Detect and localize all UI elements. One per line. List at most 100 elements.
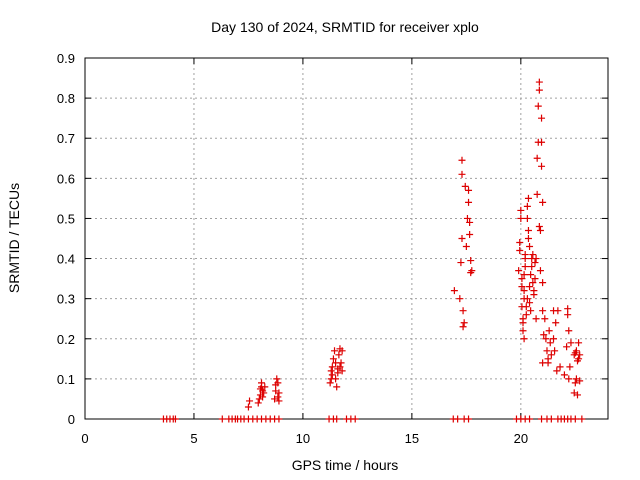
data-point [538,138,546,146]
y-tick-label: 0.5 [57,211,75,226]
data-point [524,194,532,202]
data-point [517,206,525,214]
data-point [539,279,547,287]
x-tick-label: 20 [514,431,528,446]
data-point [457,259,465,267]
data-point [527,271,535,279]
y-tick-label: 0 [68,412,75,427]
data-point [516,239,524,247]
data-point [526,415,534,423]
data-point [547,415,555,423]
data-point [520,335,528,343]
data-point [567,339,575,347]
data-point [528,263,536,271]
data-point [351,415,359,423]
x-tick-label: 0 [81,431,88,446]
data-point [518,275,526,283]
data-point [520,271,528,279]
data-point [461,182,469,190]
data-point [542,335,550,343]
y-tick-label: 0.4 [57,252,75,267]
data-point [458,235,466,242]
data-point [544,359,552,367]
data-point [332,375,340,383]
data-point [572,347,580,355]
data-point [529,251,537,259]
data-point [333,415,341,423]
data-point [335,351,343,359]
data-point [329,355,337,363]
y-tick-label: 0.2 [57,332,75,347]
y-tick-label: 0.7 [57,131,75,146]
data-point [518,283,526,291]
data-point [328,371,336,379]
data-point [546,339,554,347]
data-point [218,415,226,423]
data-point [529,279,537,287]
data-point [522,303,530,311]
y-tick-label: 0.3 [57,292,75,307]
data-point [547,351,555,359]
data-point [450,287,458,295]
data-point [556,363,564,371]
y-tick-label: 0.6 [57,171,75,186]
data-point [337,359,345,367]
data-point [515,267,523,275]
data-point [539,307,547,315]
data-point [535,86,543,94]
y-tick-label: 0.1 [57,372,75,387]
data-point [463,214,471,222]
data-point [550,335,558,343]
x-tick-label: 5 [190,431,197,446]
data-point [524,226,532,234]
data-point [244,403,252,411]
data-point [524,235,532,242]
data-point [254,399,262,407]
data-point [573,391,581,399]
data-point [531,259,539,267]
data-point [526,283,534,291]
data-point [456,295,464,303]
data-point [564,311,572,319]
data-point [553,367,561,375]
data-point [327,367,335,375]
x-tick-label: 15 [405,431,419,446]
data-point [338,347,346,355]
data-point [467,257,475,265]
data-point [545,327,553,335]
data-point [458,156,466,164]
data-point [338,367,346,375]
data-point [532,255,540,263]
data-point [538,162,546,170]
data-point [534,102,542,110]
data-point [523,295,531,303]
data-point [554,307,562,315]
data-point [458,170,466,178]
data-point [275,415,283,423]
x-axis-label: GPS time / hours [292,457,399,473]
y-tick-label: 0.9 [57,51,75,66]
chart-title: Day 130 of 2024, SRMTID for receiver xpl… [211,19,479,35]
data-point [258,379,266,387]
data-point [520,287,528,295]
tick-layer: 0 0.1 0.2 0.3 0.4 0.5 0.6 0.7 0.8 0.9 0 5 10 15 20 [57,51,608,446]
data-point [261,383,269,391]
data-point [465,198,473,206]
data-point [460,319,468,327]
data-point [576,351,584,359]
data-point [526,299,534,307]
data-point [275,397,283,405]
data-points [159,78,586,423]
data-point [532,315,540,323]
data-point [575,355,583,363]
data-point [575,339,583,347]
data-point [331,347,339,355]
data-point [566,363,574,371]
data-point [521,251,529,259]
x-tick-label: 10 [296,431,310,446]
data-point [531,275,539,283]
data-point [541,315,549,323]
data-point [526,243,534,251]
data-point [466,218,474,226]
